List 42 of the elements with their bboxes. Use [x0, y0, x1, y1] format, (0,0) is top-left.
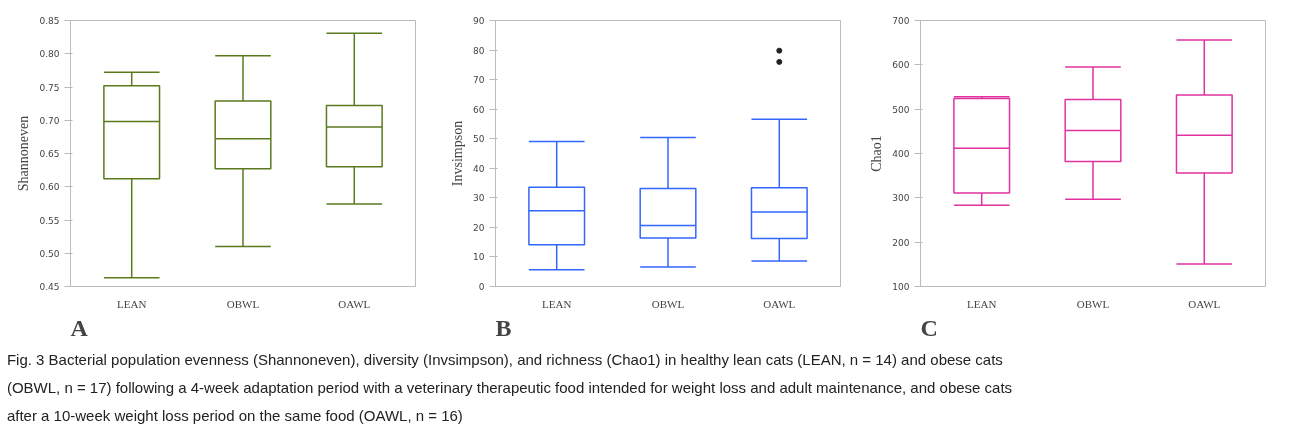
x-tick-label: OBWL [226, 297, 260, 310]
y-tick-label: 0.55 [39, 215, 60, 226]
y-tick-label: 80 [473, 45, 485, 56]
x-tick-label: LEAN [117, 297, 147, 310]
x-tick-label: OBWL [1076, 297, 1110, 310]
y-tick-label: 50 [473, 134, 485, 145]
y-tick-label: 30 [473, 193, 485, 204]
y-tick-label: 100 [892, 282, 910, 292]
y-axis-title: Invsimpson [450, 120, 466, 187]
y-tick-label: 0.75 [39, 82, 60, 93]
x-tick-label: OAWL [338, 297, 371, 310]
y-tick-label: 0 [478, 282, 485, 292]
y-tick-label: 0.80 [39, 49, 60, 60]
y-axis-title: Shannoneven [16, 115, 32, 192]
x-tick-label: LEAN [967, 297, 997, 310]
x-tick-label: LEAN [542, 297, 572, 310]
y-tick-label: 600 [892, 60, 910, 71]
y-tick-label: 400 [892, 149, 910, 159]
y-axis-title: Chao1 [869, 135, 885, 172]
y-tick-label: 0.70 [39, 115, 60, 126]
y-tick-label: 0.50 [39, 248, 60, 259]
x-tick-label: OAWL [1188, 297, 1221, 310]
y-tick-label: 700 [892, 16, 910, 26]
text: B [495, 314, 512, 341]
text: C [920, 314, 938, 341]
y-tick-label: 0.65 [39, 149, 60, 159]
caption: Fig. 3 Bacterial population evenness (Shannoneven), diversity (Invsimpson), and richness (Chao1) in healthy lean cats (LEAN, n = 14) and obese cats (OBWL, n = 17) following a 4-week adaptation period with a veterinary therapeutic food intended for weight loss and adult maintenance, and obese cats after a 10-week weight loss period on the same food (OAWL, n = 16) [6, 350, 1013, 424]
y-tick-label: 0.45 [39, 282, 60, 292]
y-tick-label: 200 [892, 237, 910, 248]
y-tick-label: 40 [473, 163, 485, 174]
text: A [70, 314, 89, 341]
y-tick-label: 300 [892, 193, 910, 204]
y-tick-label: 90 [473, 16, 485, 26]
x-tick-label: OAWL [763, 297, 796, 310]
x-tick-label: OBWL [651, 297, 685, 310]
y-tick-label: 60 [473, 104, 485, 115]
y-tick-label: 10 [473, 252, 485, 263]
y-tick-label: 20 [473, 222, 485, 233]
y-tick-label: 500 [892, 104, 910, 115]
y-tick-label: 0.60 [39, 182, 60, 193]
y-tick-label: 0.85 [39, 16, 60, 26]
y-tick-label: 70 [473, 75, 485, 86]
